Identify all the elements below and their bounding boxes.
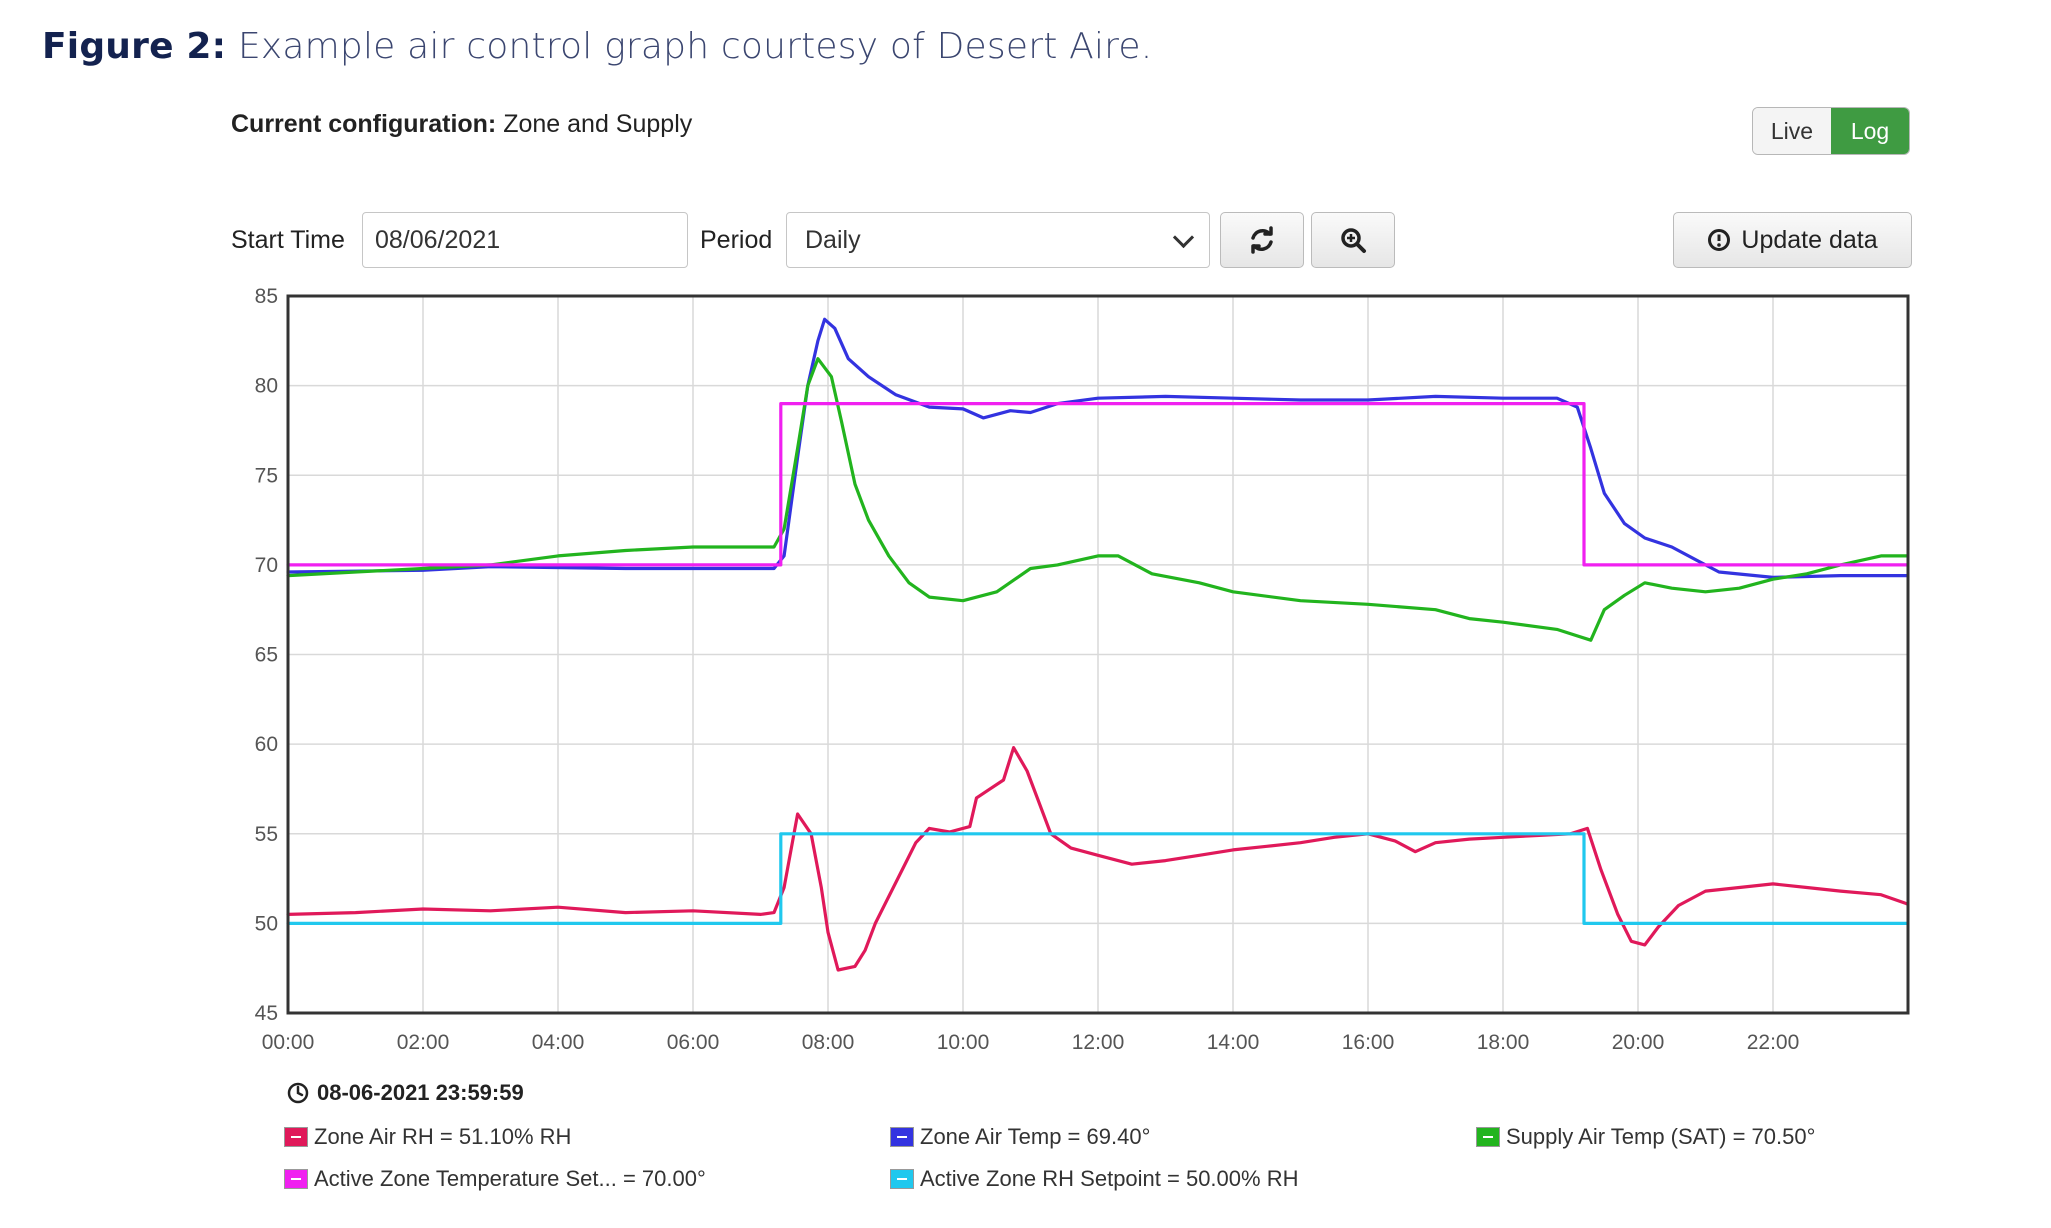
series-line-1 [286,317,1909,579]
legend-swatch [890,1169,914,1189]
legend-label: Active Zone Temperature Set... = 70.00° [314,1166,706,1191]
series-line-0 [286,746,1909,972]
refresh-icon [1251,226,1273,254]
live-button[interactable]: Live [1753,108,1831,154]
legend-label: Zone Air Temp = 69.40° [920,1124,1151,1149]
x-tick-label: 02:00 [397,1031,450,1054]
info-icon [1708,229,1731,251]
y-tick-label: 70 [255,554,278,577]
air-control-chart: 45 50 55 60 65 70 75 80 85 00:00 02:00 04:00 06:00 08… [255,285,1910,1054]
config-label: Current configuration: [231,110,497,138]
y-tick-label: 80 [255,375,278,398]
series-line-2 [286,357,1909,642]
x-tick-label: 18:00 [1477,1031,1530,1054]
x-tick-label: 22:00 [1747,1031,1800,1054]
period-label: Period [700,226,773,254]
y-tick-label: 50 [255,912,278,935]
legend-label: Active Zone RH Setpoint = 50.00% RH [920,1166,1299,1191]
series-line-3 [286,402,1909,567]
clock-icon [287,1082,309,1104]
y-tick-label: 55 [255,823,278,846]
start-time-input[interactable]: 08/06/2021 [362,212,688,268]
legend-timestamp: 08-06-2021 23:59:59 [287,1080,524,1106]
series-line-4 [286,832,1909,925]
x-tick-label: 10:00 [937,1031,990,1054]
x-tick-label: 12:00 [1072,1031,1125,1054]
x-tick-label: 08:00 [802,1031,855,1054]
refresh-button[interactable] [1220,212,1304,268]
y-tick-label: 60 [255,733,278,756]
legend-item-active-zone-temp-setpoint[interactable]: Active Zone Temperature Set... = 70.00° [284,1166,706,1192]
y-tick-label: 45 [255,1002,278,1025]
legend-item-supply-air-temp[interactable]: Supply Air Temp (SAT) = 70.50° [1476,1124,1815,1150]
start-time-label: Start Time [231,226,345,254]
zoom-in-icon [1341,228,1366,253]
period-select[interactable]: Daily [786,212,1210,268]
zoom-button[interactable] [1311,212,1395,268]
x-tick-label: 20:00 [1612,1031,1665,1054]
live-log-toggle: Live Log [1752,107,1910,155]
figure-caption-text: Example air control graph courtesy of De… [237,26,1153,67]
x-tick-label: 16:00 [1342,1031,1395,1054]
plot-border [286,294,1910,1015]
legend-swatch [284,1127,308,1147]
legend-item-zone-air-rh[interactable]: Zone Air RH = 51.10% RH [284,1124,571,1150]
update-data-button[interactable]: Update data [1673,212,1912,268]
x-tick-label: 14:00 [1207,1031,1260,1054]
legend-label: Zone Air RH = 51.10% RH [314,1124,572,1149]
x-tick-label: 04:00 [532,1031,585,1054]
period-selected-value: Daily [805,225,861,254]
legend-timestamp-text: 08-06-2021 23:59:59 [317,1080,524,1105]
legend-swatch [1476,1127,1500,1147]
legend-swatch [284,1169,308,1189]
x-tick-label: 00:00 [262,1031,315,1054]
legend-item-active-zone-rh-setpoint[interactable]: Active Zone RH Setpoint = 50.00% RH [890,1166,1298,1192]
update-data-label: Update data [1741,225,1878,254]
current-configuration: Current configuration: Zone and Supply [231,110,692,139]
figure-label: Figure 2: [42,26,227,67]
y-tick-label: 75 [255,464,278,487]
y-tick-label: 85 [255,285,278,308]
legend-label: Supply Air Temp (SAT) = 70.50° [1506,1124,1816,1149]
legend-swatch [890,1127,914,1147]
legend-item-zone-air-temp[interactable]: Zone Air Temp = 69.40° [890,1124,1150,1150]
figure-caption: Figure 2: Example air control graph cour… [42,26,1152,67]
x-tick-label: 06:00 [667,1031,720,1054]
config-value: Zone and Supply [503,110,693,138]
y-tick-label: 65 [255,644,278,667]
log-button[interactable]: Log [1831,108,1909,154]
